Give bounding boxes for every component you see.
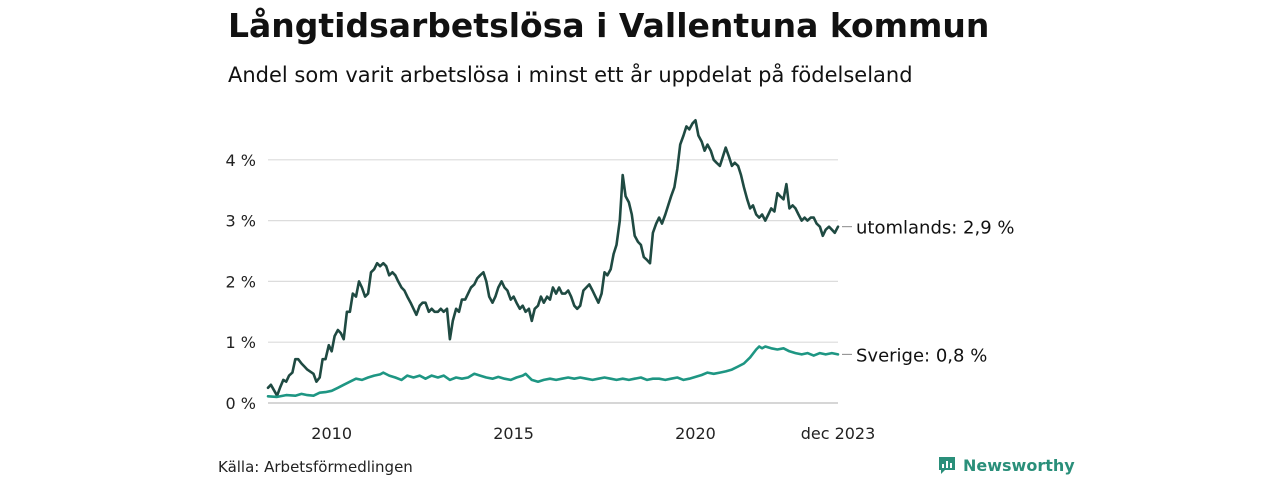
series-end-label: Sverige: 0,8 % [856,345,987,366]
y-tick-label: 4 % [226,151,256,170]
chart-subtitle: Andel som varit arbetslösa i minst ett å… [228,63,913,87]
x-tick-label: 2010 [311,424,352,443]
chart-title: Långtidsarbetslösa i Vallentuna kommun [228,6,990,45]
grid-lines [268,159,838,404]
y-tick-label: 3 % [226,212,256,231]
brand-logo: Newsworthy [937,455,1075,475]
newsworthy-logo-icon [939,457,955,474]
end-labels: utomlands: 2,9 % Sverige: 0,8 % [842,218,1015,366]
x-tick-label: 2015 [493,424,534,443]
series-lines [266,119,840,399]
y-tick-label: 2 % [226,272,256,291]
brand-name: Newsworthy [963,455,1075,475]
series-line-utomlands [266,119,840,397]
x-tick-label: 2020 [675,424,716,443]
series-end-label: utomlands: 2,9 % [856,218,1015,239]
x-tick-label: dec 2023 [801,424,876,443]
axis-labels: 0 % 1 % 2 % 3 % 4 % 2010 2015 2020 dec 2023 [226,151,876,443]
y-tick-label: 0 % [226,394,256,413]
series-line-sverige [266,345,840,399]
y-tick-label: 1 % [226,333,256,352]
source-note: Källa: Arbetsförmedlingen [218,458,413,476]
